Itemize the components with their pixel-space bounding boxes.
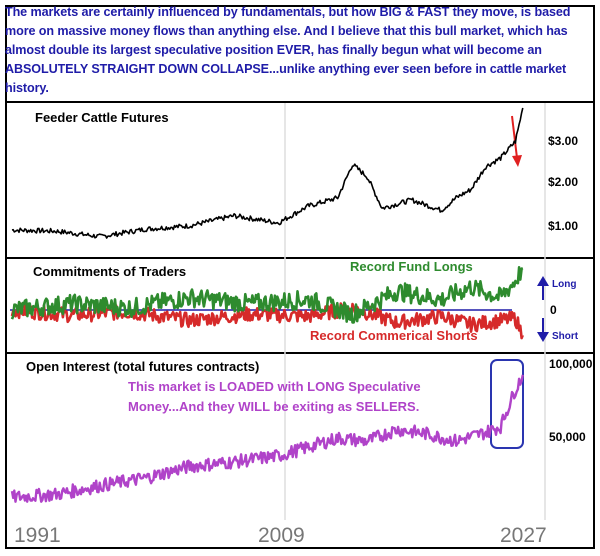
header-text-5: , has finally begun what will become an [310,43,542,57]
fund-longs-line [10,265,524,324]
header-text-4: EVER [276,43,311,57]
open-interest-line [10,374,524,503]
header-text-3: they move, is based more on massive mone… [5,5,571,57]
price-panel-title: Feeder Cattle Futures [35,110,169,125]
price-ytick-2: $2.00 [548,175,578,189]
oi-ytick-100k: 100,000 [549,357,593,371]
cot-ytick-short: Short [552,331,579,342]
header-commentary: The markets are certainly influenced by … [5,3,583,98]
header-text-6: ABSOLUTELY STRAIGHT DOWN COLLAPSE [5,62,269,76]
cot-up-arrowhead [537,276,549,286]
price-down-arrowhead [512,155,522,167]
cot-ytick-zero: 0 [550,303,557,317]
chart-frame [5,5,595,549]
header-text-7: ...unlike anything ever seen before in c… [5,62,567,95]
annotation-record-fund-longs: Record Fund Longs [350,259,473,274]
price-down-arrow [511,115,518,159]
price-ytick-1: $1.00 [548,219,578,233]
feeder-cattle-price-line [11,107,524,239]
header-text-1: The markets are certainly influenced by … [5,5,380,19]
oi-panel-title: Open Interest (total futures contracts) [26,359,259,374]
price-ytick-3: $3.00 [548,134,578,148]
cot-panel-title: Commitments of Traders [33,264,186,279]
oi-ytick-50k: 50,000 [549,430,586,444]
highlight-box [490,359,524,449]
annotation-record-commercial-shorts: Record Commerical Shorts [310,328,478,343]
header-text-2: BIG & FAST [379,5,450,19]
oi-annotation-line-2: Money...And they WILL be exiting as SELL… [128,399,419,414]
xtick-1991: 1991 [14,524,61,547]
xtick-2027: 2027 [500,524,547,547]
xtick-2009: 2009 [258,524,305,547]
series-layer [10,107,525,503]
oi-annotation-line-1: This market is LOADED with LONG Speculat… [128,379,421,394]
cot-down-arrowhead [537,332,549,342]
cot-ytick-long: Long [552,279,576,290]
